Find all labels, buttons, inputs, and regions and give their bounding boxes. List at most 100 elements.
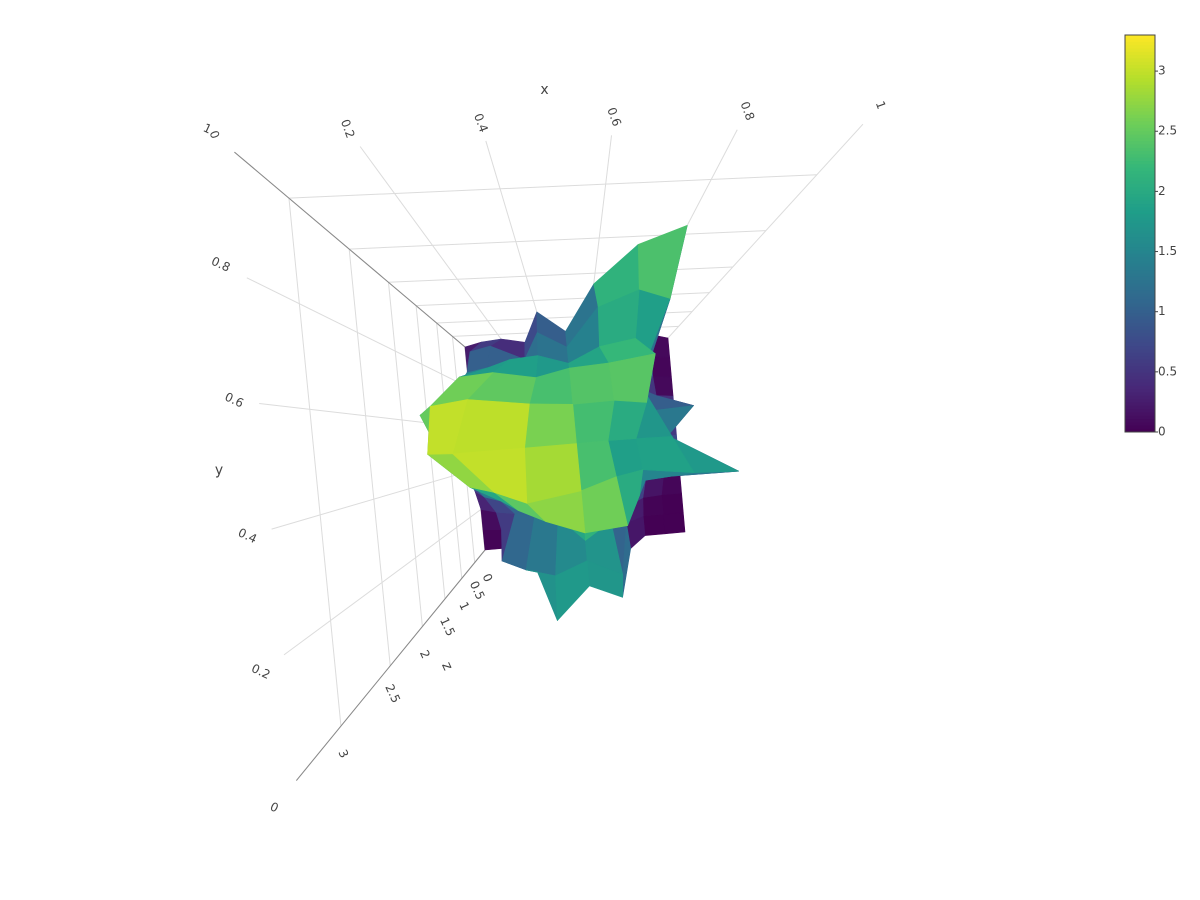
colorbar-strip [1125, 239, 1155, 244]
colorbar-strip [1125, 302, 1155, 307]
colorbar-strip [1125, 378, 1155, 383]
colorbar-strip [1125, 233, 1155, 238]
colorbar-strip [1125, 124, 1155, 128]
colorbar-strip [1125, 385, 1155, 390]
colorbar-strip [1125, 425, 1155, 429]
colorbar-strip [1125, 183, 1155, 188]
colorbar-strip [1125, 94, 1155, 99]
surface-patch [427, 399, 468, 455]
colorbar-strip [1125, 216, 1155, 221]
colorbar-strip [1125, 345, 1155, 350]
colorbar-strip [1125, 405, 1155, 410]
colorbar-strip [1125, 219, 1155, 224]
colorbar-strip [1125, 421, 1155, 426]
colorbar-strip [1125, 153, 1155, 158]
z-tick-label: 3 [335, 747, 351, 760]
surface-patch [642, 513, 666, 536]
label-layer: 0 0.2 0.4 0.6 0.8 100.20.40.60.8100.511.522.5… [201, 82, 889, 815]
colorbar-strip [1125, 67, 1155, 72]
z-tick-label: 2 [417, 648, 433, 661]
surface-patch [662, 512, 686, 535]
colorbar-strip [1125, 352, 1155, 357]
colorbar-strip [1125, 362, 1155, 367]
colorbar-strip [1125, 259, 1155, 264]
colorbar-strip [1125, 176, 1155, 181]
colorbar-strip [1125, 246, 1155, 251]
surface-patch [524, 403, 577, 449]
colorbar-strip [1125, 342, 1155, 347]
colorbar-strip [1125, 127, 1155, 132]
colorbar-strip [1125, 41, 1155, 46]
colorbar-strip [1125, 104, 1155, 109]
colorbar-strip [1125, 84, 1155, 89]
colorbar-strip [1125, 401, 1155, 406]
colorbar-strip [1125, 428, 1155, 433]
colorbar-strip [1125, 282, 1155, 287]
colorbar-strip [1125, 249, 1155, 254]
x-tick-label: 0.2 [338, 117, 358, 140]
colorbar-strip [1125, 365, 1155, 370]
colorbar-strip [1125, 229, 1155, 234]
colorbar-strip [1125, 329, 1155, 334]
z-grid-line [387, 282, 423, 627]
colorbar-strip [1125, 339, 1155, 343]
colorbar-strip [1125, 355, 1155, 360]
y-tick-label: 0.4 [236, 525, 259, 546]
colorbar-tick-label: 2 [1158, 184, 1166, 198]
colorbar-strip [1125, 203, 1155, 208]
colorbar-strip [1125, 325, 1155, 330]
y-tick-label: 0.8 [209, 254, 232, 275]
colorbar-strip [1125, 210, 1155, 214]
z-tick-label: 2.5 [382, 682, 403, 705]
colorbar-strip [1125, 57, 1155, 62]
colorbar-strip [1125, 256, 1155, 261]
colorbar-strip [1125, 395, 1155, 400]
x-tick-label: 0.4 [471, 111, 491, 134]
colorbar-strip [1125, 170, 1155, 175]
colorbar-strip [1125, 97, 1155, 102]
colorbar-strip [1125, 276, 1155, 281]
colorbar-strip [1125, 312, 1155, 317]
colorbar-strip [1125, 368, 1155, 373]
colorbar-strip [1125, 110, 1155, 115]
colorbar-strip [1125, 173, 1155, 178]
colorbar-strip [1125, 81, 1155, 85]
surface-patch [637, 225, 688, 299]
surface-patch [608, 353, 656, 403]
z-grid-line [288, 198, 342, 727]
colorbar-strip [1125, 193, 1155, 198]
colorbar-strip [1125, 309, 1155, 314]
colorbar-strip [1125, 190, 1155, 195]
colorbar-tick-label: 2.5 [1158, 124, 1177, 138]
colorbar-strip [1125, 411, 1155, 416]
colorbar-tick-label: 3 [1158, 64, 1166, 78]
colorbar-strip [1125, 418, 1155, 423]
colorbar-tick-label: 1.5 [1158, 244, 1177, 258]
z-grid-line [288, 174, 817, 199]
colorbar-strip [1125, 206, 1155, 211]
colorbar-strip [1125, 137, 1155, 142]
colorbar-strip [1125, 262, 1155, 267]
colorbar-strip [1125, 34, 1155, 39]
colorbar-strip [1125, 392, 1155, 396]
surface-patch [642, 494, 664, 517]
x-tick-label: 0 [207, 129, 223, 141]
surface-patch [555, 560, 590, 621]
colorbar-strip [1125, 286, 1155, 291]
colorbar-strip [1125, 358, 1155, 363]
colorbar-strip [1125, 64, 1155, 69]
colorbar-strip [1125, 266, 1155, 271]
colorbar-strip [1125, 348, 1155, 353]
colorbar-strip [1125, 292, 1155, 297]
colorbar-strip [1125, 186, 1155, 191]
colorbar-strip [1125, 272, 1155, 277]
surface-patch [525, 569, 558, 621]
colorbar-strip [1125, 279, 1155, 284]
y-axis-title: y [215, 462, 223, 478]
colorbar-strip [1125, 398, 1155, 403]
colorbar-tick-label: 1 [1158, 304, 1166, 318]
colorbar-strip [1125, 61, 1155, 66]
surface-patch [661, 492, 684, 515]
colorbar-strip [1125, 114, 1155, 119]
colorbar-strip [1125, 415, 1155, 420]
